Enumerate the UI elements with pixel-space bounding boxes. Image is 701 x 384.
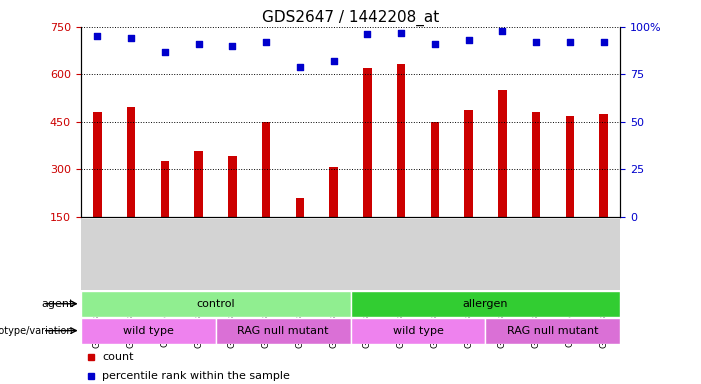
Text: allergen: allergen	[463, 299, 508, 309]
Point	[598, 39, 609, 45]
Bar	[464, 110, 472, 217]
Bar	[532, 113, 540, 217]
Text: control: control	[196, 299, 235, 309]
Bar	[485, 318, 620, 344]
Bar	[216, 318, 350, 344]
Bar	[127, 107, 135, 217]
Point	[125, 35, 137, 41]
Point	[362, 31, 373, 38]
Bar	[363, 68, 372, 217]
Point	[429, 41, 440, 47]
Text: RAG null mutant: RAG null mutant	[507, 326, 599, 336]
Point	[497, 28, 508, 34]
Point	[294, 64, 306, 70]
Text: GDS2647 / 1442208_at: GDS2647 / 1442208_at	[262, 10, 439, 26]
Bar	[430, 122, 439, 217]
Point	[159, 48, 170, 55]
Bar	[229, 156, 237, 217]
Point	[395, 30, 407, 36]
Bar	[599, 114, 608, 217]
Point	[261, 39, 272, 45]
Bar	[194, 151, 203, 217]
Bar	[350, 291, 620, 317]
Text: wild type: wild type	[123, 326, 174, 336]
Text: agent: agent	[41, 299, 74, 309]
Bar	[81, 318, 216, 344]
Bar	[329, 167, 338, 217]
Bar	[161, 161, 169, 217]
Bar	[566, 116, 574, 217]
Text: genotype/variation: genotype/variation	[0, 326, 74, 336]
Point	[564, 39, 576, 45]
Bar	[397, 64, 405, 217]
Bar	[296, 198, 304, 217]
Text: count: count	[102, 352, 134, 362]
Point	[227, 43, 238, 49]
Point	[92, 33, 103, 40]
Text: wild type: wild type	[393, 326, 444, 336]
Bar	[498, 90, 507, 217]
Point	[531, 39, 542, 45]
Point	[193, 41, 204, 47]
Bar	[350, 318, 485, 344]
Text: percentile rank within the sample: percentile rank within the sample	[102, 371, 290, 381]
Point	[328, 58, 339, 64]
Text: RAG null mutant: RAG null mutant	[237, 326, 329, 336]
Bar	[81, 291, 350, 317]
Bar	[262, 122, 271, 217]
Bar	[93, 113, 102, 217]
Point	[463, 37, 474, 43]
